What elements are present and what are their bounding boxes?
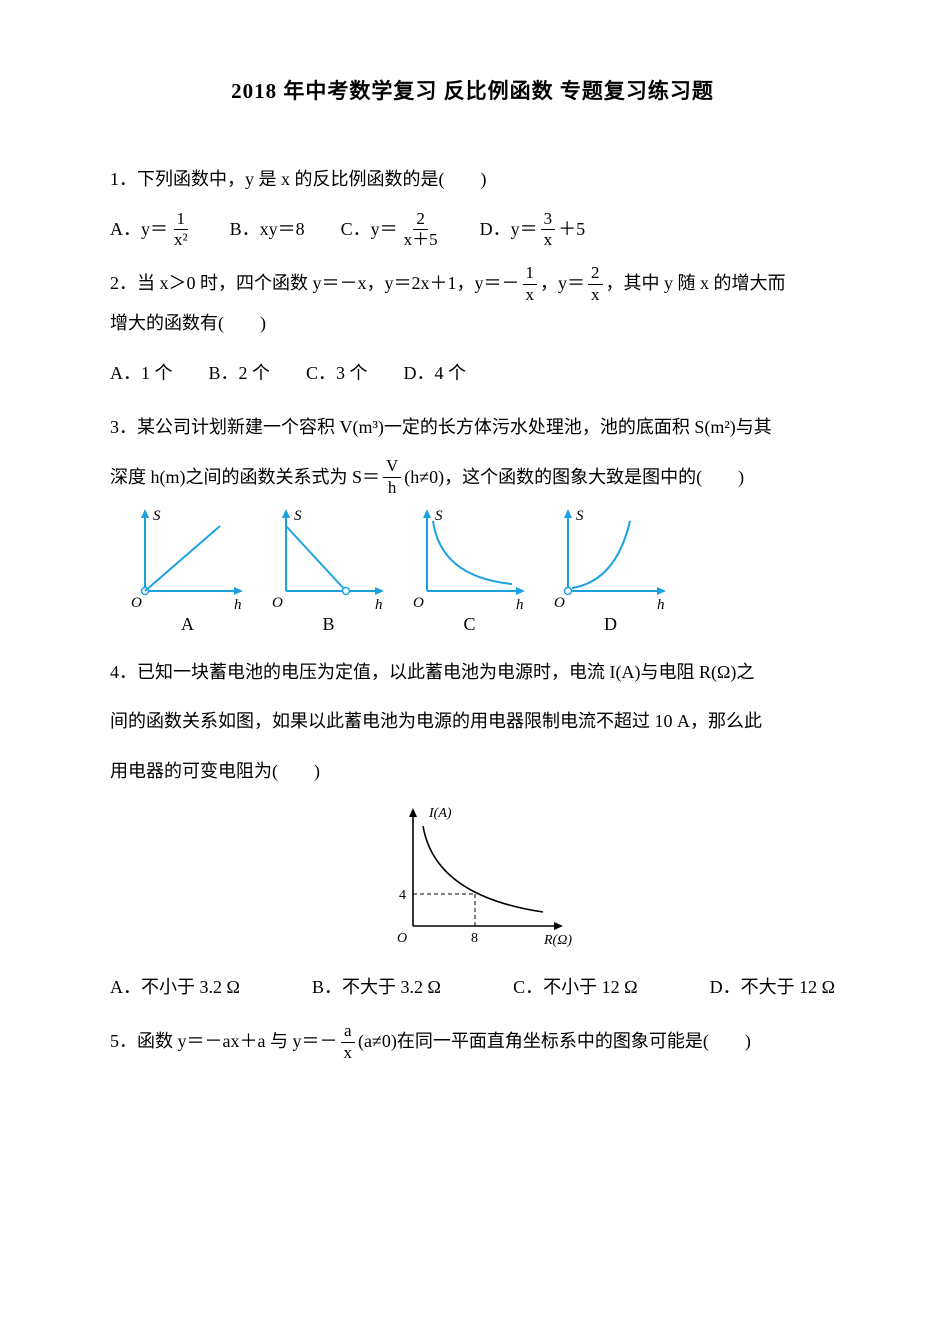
denominator: x＋5 xyxy=(401,230,441,250)
q2-optB: B．2 个 xyxy=(209,354,271,394)
fraction: 1 x xyxy=(523,264,538,304)
svg-text:R(Ω): R(Ω) xyxy=(543,933,572,948)
numerator: V xyxy=(383,457,401,478)
q4-optA: A．不小于 3.2 Ω xyxy=(110,968,240,1008)
q2-optD: D．4 个 xyxy=(404,354,467,394)
q2-part4: 增大的函数有( ) xyxy=(110,304,835,344)
q2-optA: A．1 个 xyxy=(110,354,173,394)
q2-part3: ，其中 y 随 x 的增大而 xyxy=(606,264,786,304)
svg-text:h: h xyxy=(657,597,665,613)
q5-part2: (a≠0)在同一平面直角坐标系中的图象可能是( ) xyxy=(358,1022,751,1062)
graph-label-A: A xyxy=(181,614,194,635)
q2-part1: 2．当 x＞0 时，四个函数 y＝－x，y＝2x＋1，y＝－ xyxy=(110,264,520,304)
q1-text: 1．下列函数中，y 是 x 的反比例函数的是( ) xyxy=(110,160,835,200)
svg-text:4: 4 xyxy=(399,888,406,903)
graph-label-B: B xyxy=(322,614,334,635)
graph-svg: Sh O xyxy=(402,506,537,616)
svg-text:S: S xyxy=(435,508,443,524)
q3-graph-A: Sh O A xyxy=(120,506,255,635)
svg-text:h: h xyxy=(375,597,383,613)
q1-optA: A．y＝ 1 x² xyxy=(110,210,194,250)
fraction: V h xyxy=(383,457,401,497)
q4-optB: B．不大于 3.2 Ω xyxy=(312,968,441,1008)
q3-line2: 深度 h(m)之间的函数关系式为 S＝ V h (h≠0)，这个函数的图象大致是… xyxy=(110,457,835,497)
q1-optD: D．y＝ 3 x ＋5 xyxy=(480,210,586,250)
svg-text:O: O xyxy=(397,931,407,946)
q4-options: A．不小于 3.2 Ω B．不大于 3.2 Ω C．不小于 12 Ω D．不大于… xyxy=(110,968,835,1008)
q3-graph-D: Sh O D xyxy=(543,506,678,635)
fraction: 1 x² xyxy=(171,210,191,250)
numerator: 1 xyxy=(523,264,538,285)
q4-svg: I(A) R(Ω) O 4 8 xyxy=(358,801,588,951)
svg-text:S: S xyxy=(294,508,302,524)
q1-optD-prefix: D．y＝ xyxy=(480,210,538,250)
numerator: 1 xyxy=(174,210,189,231)
graph-svg: Sh O xyxy=(543,506,678,616)
q1-optD-suffix: ＋5 xyxy=(558,210,585,250)
numerator: 2 xyxy=(413,210,428,231)
graph-label-C: C xyxy=(463,614,475,635)
graph-svg: Sh O xyxy=(120,506,255,616)
denominator: x xyxy=(340,1043,355,1063)
fraction: 2 x xyxy=(588,264,603,304)
fraction: 2 x＋5 xyxy=(401,210,441,250)
q3-line2a: 深度 h(m)之间的函数关系式为 S＝ xyxy=(110,458,380,498)
q1-options: A．y＝ 1 x² B．xy＝8 C．y＝ 2 x＋5 D．y＝ 3 x ＋5 xyxy=(110,210,835,250)
fraction: a x xyxy=(340,1022,355,1062)
q2-options: A．1 个 B．2 个 C．3 个 D．4 个 xyxy=(110,354,835,394)
denominator: x xyxy=(523,285,538,305)
q2-optC: C．3 个 xyxy=(306,354,368,394)
denominator: h xyxy=(385,478,400,498)
q5-line: 5．函数 y＝－ax＋a 与 y＝－ a x (a≠0)在同一平面直角坐标系中的… xyxy=(110,1022,835,1062)
svg-text:O: O xyxy=(413,595,424,611)
q1-optC: C．y＝ 2 x＋5 xyxy=(341,210,444,250)
page-title: 2018 年中考数学复习 反比例函数 专题复习练习题 xyxy=(110,75,835,105)
svg-text:O: O xyxy=(554,595,565,611)
svg-text:S: S xyxy=(576,508,584,524)
q3-line1: 3．某公司计划新建一个容积 V(m³)一定的长方体污水处理池，池的底面积 S(m… xyxy=(110,408,835,448)
q4-optC: C．不小于 12 Ω xyxy=(513,968,637,1008)
denominator: x² xyxy=(171,230,191,250)
svg-text:I(A): I(A) xyxy=(428,806,452,821)
denominator: x xyxy=(588,285,603,305)
q5-part1: 5．函数 y＝－ax＋a 与 y＝－ xyxy=(110,1022,337,1062)
q4-optD: D．不大于 12 Ω xyxy=(710,968,835,1008)
q1-optA-prefix: A．y＝ xyxy=(110,210,168,250)
q2-part2: ，y＝ xyxy=(540,264,585,304)
q1-optB: B．xy＝8 xyxy=(230,210,305,250)
graph-label-D: D xyxy=(604,614,617,635)
q4-line3: 用电器的可变电阻为( ) xyxy=(110,752,835,792)
numerator: a xyxy=(341,1022,355,1043)
q3-graph-B: Sh O B xyxy=(261,506,396,635)
svg-text:S: S xyxy=(153,508,161,524)
svg-text:h: h xyxy=(516,597,524,613)
svg-text:O: O xyxy=(131,595,142,611)
svg-text:O: O xyxy=(272,595,283,611)
graph-svg: Sh O xyxy=(261,506,396,616)
fraction: 3 x xyxy=(541,210,556,250)
numerator: 3 xyxy=(541,210,556,231)
svg-text:8: 8 xyxy=(471,931,478,946)
q4-line1: 4．已知一块蓄电池的电压为定值，以此蓄电池为电源时，电流 I(A)与电阻 R(Ω… xyxy=(110,653,835,693)
q4-graph: I(A) R(Ω) O 4 8 xyxy=(110,801,835,956)
q4-line2: 间的函数关系如图，如果以此蓄电池为电源的用电器限制电流不超过 10 A，那么此 xyxy=(110,702,835,742)
q3-graphs: Sh O A Sh O B Sh O C Sh O D xyxy=(120,506,835,635)
q3-line2b: (h≠0)，这个函数的图象大致是图中的( ) xyxy=(404,458,744,498)
q1-optC-prefix: C．y＝ xyxy=(341,210,398,250)
denominator: x xyxy=(541,230,556,250)
svg-text:h: h xyxy=(234,597,242,613)
q3-graph-C: Sh O C xyxy=(402,506,537,635)
numerator: 2 xyxy=(588,264,603,285)
q2-line1: 2．当 x＞0 时，四个函数 y＝－x，y＝2x＋1，y＝－ 1 x ，y＝ 2… xyxy=(110,264,835,304)
